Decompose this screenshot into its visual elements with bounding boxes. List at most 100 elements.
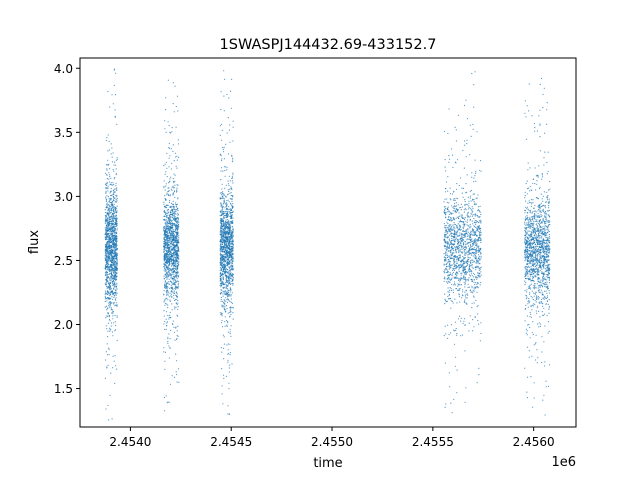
data-point <box>229 250 231 252</box>
data-point <box>456 369 458 371</box>
data-point <box>176 269 178 271</box>
data-point <box>109 228 111 230</box>
data-point <box>166 287 168 289</box>
data-point <box>115 253 117 255</box>
data-point <box>228 229 230 231</box>
data-point <box>446 272 448 274</box>
data-point <box>232 229 234 231</box>
data-point <box>227 258 230 260</box>
data-point <box>175 257 177 259</box>
data-point <box>177 246 179 248</box>
data-point <box>166 152 168 154</box>
data-point <box>456 258 458 260</box>
data-point <box>165 161 167 163</box>
data-point <box>165 276 167 279</box>
data-point <box>166 225 168 227</box>
data-point <box>164 230 166 232</box>
data-point <box>173 264 175 266</box>
data-point <box>224 169 226 172</box>
data-point <box>112 302 114 304</box>
data-point <box>447 235 449 237</box>
data-point <box>112 367 114 369</box>
data-point <box>167 222 169 224</box>
data-point <box>104 282 106 284</box>
data-point <box>173 292 175 294</box>
data-point <box>113 245 115 247</box>
data-point <box>166 215 168 217</box>
data-point <box>176 191 178 193</box>
data-point <box>108 149 110 151</box>
data-point <box>477 206 480 208</box>
data-point <box>114 268 116 270</box>
data-point <box>450 300 452 302</box>
data-point <box>467 196 469 198</box>
data-point <box>227 352 229 355</box>
data-point <box>231 161 234 163</box>
data-point <box>444 248 446 250</box>
data-point <box>220 300 222 302</box>
data-point <box>110 209 112 211</box>
data-point <box>114 227 116 229</box>
data-point <box>109 176 111 178</box>
data-point <box>225 236 227 238</box>
data-point <box>456 183 458 185</box>
data-point <box>465 249 467 251</box>
data-point <box>175 338 178 341</box>
data-point <box>174 339 176 341</box>
data-point <box>173 326 175 328</box>
data-point <box>177 198 179 200</box>
data-point <box>176 189 178 191</box>
data-point <box>230 186 232 188</box>
data-point <box>163 258 165 260</box>
data-point <box>107 159 109 161</box>
data-point <box>170 256 173 258</box>
data-point <box>232 182 234 184</box>
data-point <box>227 277 229 279</box>
data-point <box>112 291 114 293</box>
data-point <box>476 228 478 230</box>
data-point <box>113 302 115 304</box>
data-point <box>106 315 108 317</box>
data-point <box>170 270 172 272</box>
data-point <box>111 312 113 314</box>
data-point <box>463 211 465 213</box>
data-point <box>110 198 112 200</box>
data-point <box>226 93 228 95</box>
data-point <box>449 386 451 388</box>
data-point <box>448 161 450 163</box>
data-point <box>107 204 109 206</box>
data-point <box>115 240 117 242</box>
data-point <box>111 259 113 261</box>
data-point <box>171 238 173 241</box>
data-point <box>110 325 112 327</box>
data-point <box>224 241 226 243</box>
data-point <box>227 212 229 214</box>
data-point <box>461 192 463 194</box>
data-point <box>225 287 227 289</box>
data-point <box>457 285 459 287</box>
data-point <box>228 221 230 223</box>
data-point <box>173 214 175 216</box>
data-point <box>104 244 106 246</box>
data-point <box>224 233 227 235</box>
data-point <box>229 251 231 254</box>
data-point <box>167 277 169 279</box>
data-point <box>221 254 223 256</box>
data-point <box>106 238 108 240</box>
data-point <box>105 244 107 246</box>
data-point <box>467 256 469 258</box>
data-point <box>229 230 231 232</box>
data-point <box>447 250 449 252</box>
data-point <box>169 131 171 133</box>
data-point <box>105 317 107 319</box>
data-point <box>171 264 173 266</box>
data-point <box>176 278 178 280</box>
data-point <box>480 257 482 259</box>
data-point <box>464 144 466 146</box>
data-point <box>478 374 480 376</box>
data-point <box>224 235 226 237</box>
data-point <box>163 290 165 292</box>
data-point <box>444 299 447 301</box>
data-point <box>163 351 165 353</box>
data-point <box>232 159 234 161</box>
